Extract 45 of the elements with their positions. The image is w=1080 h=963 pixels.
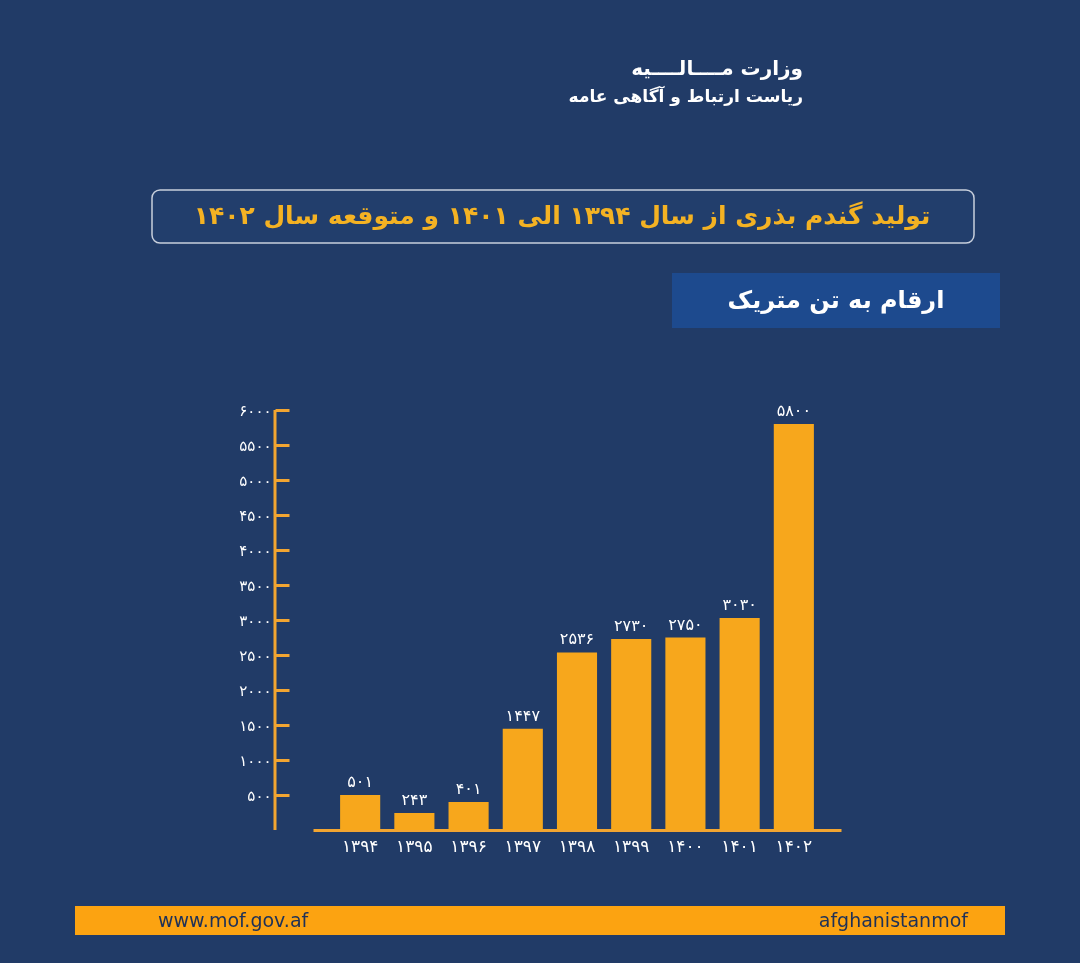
text: وزارت مــــالــــیه [631, 56, 803, 80]
bar [556, 652, 598, 830]
y-tick-label: ۱۰۰۰ [239, 751, 272, 770]
bar [502, 728, 543, 830]
x-tick-label: ۱۳۹۸ [558, 835, 596, 856]
data-label: ۳۰۳۰ [722, 594, 757, 614]
y-tick-label: ۲۰۰۰ [239, 681, 272, 700]
text: www.mof.gov.af [158, 909, 310, 931]
y-tick-label: ۱۵۰۰ [239, 716, 272, 735]
x-tick-label: ۱۴۰۱ [721, 835, 758, 856]
bar [719, 617, 760, 830]
bar [448, 801, 489, 830]
data-label: ۲۵۳۶ [559, 629, 595, 649]
x-tick-label: ۱۳۹۵ [396, 835, 433, 856]
x-tick-label: ۱۳۹۷ [504, 835, 542, 856]
data-label: ۵۸۰۰ [776, 401, 812, 420]
y-tick-label: ۵۵۰۰ [239, 436, 272, 455]
data-label: ۵۰۱ [347, 771, 374, 791]
y-tick-label: ۴۵۰۰ [239, 506, 272, 525]
bar [340, 794, 381, 830]
data-label: ۲۷۵۰ [668, 614, 703, 634]
y-tick-label: ۶۰۰۰ [239, 401, 272, 420]
data-label: ۴۰۱ [455, 778, 482, 798]
x-tick-label: ۱۳۹۴ [341, 835, 379, 856]
y-tick-label: ۵۰۰۰ [239, 471, 272, 490]
bar [773, 424, 814, 830]
y-tick-label: ۴۰۰۰ [239, 541, 272, 560]
bar [665, 637, 706, 830]
text: afghanistanmof [818, 909, 970, 931]
data-label: ۲۷۳۰ [614, 615, 649, 635]
data-label: ۲۴۳ [401, 789, 428, 809]
y-tick-label: ۵۰۰ [247, 786, 272, 805]
bar [394, 812, 435, 830]
x-tick-label: ۱۳۹۹ [612, 835, 650, 856]
x-tick-label: ۱۴۰۰ [667, 835, 704, 856]
y-tick-label: ۳۰۰۰ [239, 611, 272, 630]
chart-subtitle: ارقام به تن متریک [727, 286, 945, 314]
y-tick-label: ۳۵۰۰ [239, 576, 272, 595]
chart-title: تولید گندم بذری از سال ۱۳۹۴ الی ۱۴۰۱ و متوقعه سال ۱۴۰۲ [193, 201, 931, 231]
x-tick-label: ۱۳۹۶ [450, 835, 487, 856]
bar [611, 638, 652, 830]
y-tick-label: ۲۵۰۰ [239, 646, 272, 665]
data-label: ۱۴۴۷ [505, 705, 541, 725]
text: ریاست ارتباط و آگاهی عامه [568, 85, 803, 107]
x-tick-label: ۱۴۰۲ [775, 835, 813, 856]
